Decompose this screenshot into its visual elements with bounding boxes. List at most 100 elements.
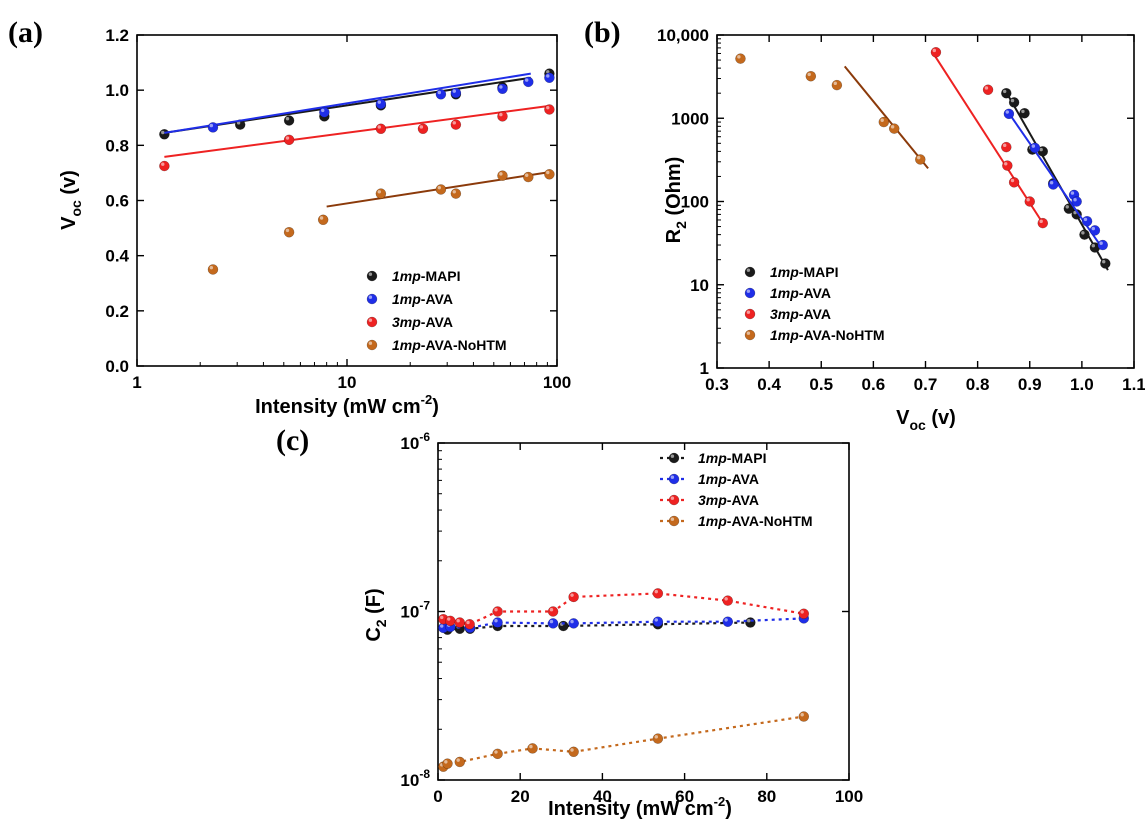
series-3mp-AVA bbox=[438, 588, 809, 630]
data-point bbox=[445, 615, 456, 627]
data-point bbox=[450, 87, 462, 99]
data-point bbox=[1037, 217, 1048, 229]
legend-item: 1mp-AVA bbox=[744, 285, 831, 301]
legend-marker bbox=[366, 293, 378, 305]
series-1mp-AVA-NoHTM bbox=[207, 169, 555, 275]
data-point bbox=[1024, 196, 1035, 207]
legend-item: 1mp-MAPI bbox=[660, 450, 766, 466]
legend-marker bbox=[366, 316, 378, 328]
data-point bbox=[544, 72, 555, 83]
data-point bbox=[207, 264, 219, 275]
y-tick-label: 1 bbox=[700, 359, 709, 378]
data-point bbox=[159, 129, 170, 140]
x-tick-label: 40 bbox=[593, 787, 612, 806]
data-point bbox=[878, 116, 889, 128]
legend-item: 1mp-AVA bbox=[366, 291, 453, 307]
x-tick-label: 60 bbox=[675, 787, 694, 806]
fit-line bbox=[843, 65, 929, 170]
panel-a-letter: (a) bbox=[8, 16, 43, 49]
series-1mp-AVA bbox=[164, 72, 555, 134]
legend-label: 1mp-AVA-NoHTM bbox=[698, 513, 813, 529]
y-tick-label: 10-8 bbox=[400, 767, 430, 790]
y-tick-label: 1000 bbox=[671, 109, 709, 128]
x-tick-label: 1.0 bbox=[1070, 375, 1094, 394]
data-point bbox=[492, 617, 503, 628]
legend-item: 3mp-AVA bbox=[366, 314, 453, 330]
data-point bbox=[1001, 87, 1012, 99]
series-3mp-AVA bbox=[930, 47, 1048, 229]
y-tick-label: 0.6 bbox=[105, 192, 129, 211]
series-1mp-AVA-NoHTM bbox=[438, 711, 809, 772]
data-point bbox=[982, 84, 994, 95]
data-point bbox=[523, 76, 534, 88]
y-tick-label: 1.2 bbox=[105, 26, 129, 45]
data-point bbox=[454, 756, 465, 768]
fit-line bbox=[164, 72, 531, 134]
legend-item: 1mp-AVA-NoHTM bbox=[660, 513, 813, 529]
x-tick-label: 100 bbox=[835, 787, 863, 806]
legend-a: 1mp-MAPI 1mp-AVA 3mp-AVA 1mp-AVA-NoHTM bbox=[366, 268, 507, 353]
legend-label: 1mp-AVA bbox=[392, 291, 453, 307]
legend-label: 1mp-MAPI bbox=[392, 268, 460, 284]
y-tick-label: 10,000 bbox=[657, 26, 709, 45]
legend-item: 1mp-AVA-NoHTM bbox=[366, 337, 507, 353]
data-point bbox=[1003, 108, 1015, 120]
data-point bbox=[497, 83, 508, 94]
data-point bbox=[735, 53, 746, 64]
legend-item: 1mp-AVA-NoHTM bbox=[744, 327, 885, 343]
data-point bbox=[798, 608, 809, 619]
panel-c-letter: (c) bbox=[276, 424, 309, 457]
legend-marker bbox=[744, 308, 756, 320]
data-point bbox=[1079, 229, 1090, 240]
y-tick-label: 0.2 bbox=[105, 302, 129, 321]
legend-marker bbox=[744, 266, 756, 278]
data-point bbox=[915, 154, 926, 165]
data-point bbox=[283, 115, 295, 126]
data-point bbox=[652, 588, 664, 599]
data-point bbox=[745, 617, 756, 628]
data-point bbox=[492, 748, 503, 760]
x-axis-title: Intensity (mW cm-2) bbox=[548, 794, 732, 820]
y-axis-title: Voc (v) bbox=[58, 170, 84, 230]
legend-label: 1mp-AVA bbox=[698, 471, 759, 487]
legend-label: 1mp-MAPI bbox=[770, 264, 838, 280]
x-tick-label: 0.5 bbox=[809, 375, 833, 394]
data-point bbox=[1048, 179, 1059, 190]
legend-c: 1mp-MAPI 1mp-AVA 3mp-AVA 1mp-AVA-NoHTM bbox=[660, 450, 813, 529]
data-point bbox=[435, 89, 447, 100]
series-line bbox=[442, 715, 804, 768]
legend-marker bbox=[744, 329, 756, 341]
data-point bbox=[450, 188, 462, 199]
data-point bbox=[547, 618, 559, 629]
x-tick-label: 10 bbox=[338, 373, 357, 392]
y-tick-label: 0.0 bbox=[105, 357, 129, 376]
legend-label: 1mp-AVA-NoHTM bbox=[392, 337, 507, 353]
data-point bbox=[568, 618, 579, 629]
y-tick-label: 0.8 bbox=[105, 136, 129, 155]
data-point bbox=[1002, 160, 1013, 171]
data-point bbox=[1097, 239, 1108, 251]
data-point bbox=[1001, 141, 1012, 153]
data-point bbox=[544, 169, 555, 180]
data-point bbox=[375, 188, 387, 199]
series-1mp-AVA bbox=[1003, 108, 1108, 251]
data-point bbox=[450, 119, 462, 130]
data-point bbox=[1081, 215, 1093, 227]
x-axis-title: Intensity (mW cm-2) bbox=[255, 392, 439, 418]
x-tick-label: 0.7 bbox=[914, 375, 938, 394]
series-line bbox=[443, 592, 804, 626]
data-point bbox=[317, 214, 329, 226]
x-tick-label: 1.1 bbox=[1122, 375, 1145, 394]
data-point bbox=[497, 170, 508, 181]
legend-label: 1mp-AVA-NoHTM bbox=[770, 327, 885, 343]
y-tick-label: 100 bbox=[681, 193, 709, 212]
data-point bbox=[375, 98, 387, 110]
data-point bbox=[283, 134, 295, 146]
x-tick-label: 80 bbox=[757, 787, 776, 806]
legend-label: 3mp-AVA bbox=[698, 492, 759, 508]
fit-line bbox=[932, 52, 1044, 224]
legend-marker bbox=[668, 494, 680, 506]
data-point bbox=[492, 606, 503, 617]
data-point bbox=[527, 743, 538, 754]
chart-b: 0.3 0.4 0.5 0.6 0.7 0.8 0.9 1.0 1.1 1 10 100 1000 10,… bbox=[657, 26, 1145, 433]
